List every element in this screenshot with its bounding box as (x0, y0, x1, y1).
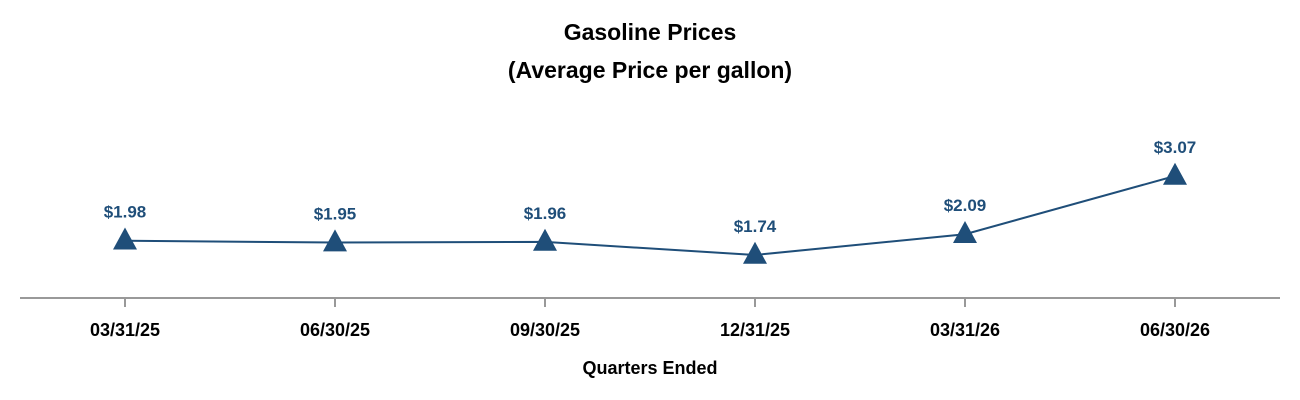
chart-subtitle: (Average Price per gallon) (508, 57, 792, 83)
data-point (323, 229, 347, 252)
data-point (533, 228, 557, 251)
x-tick-label: 06/30/26 (1140, 320, 1210, 340)
x-tick-label: 12/31/25 (720, 320, 790, 340)
series-line (124, 175, 1176, 257)
plot-area: 03/31/25 06/30/25 09/30/25 12/31/25 03/31/26… (20, 138, 1280, 340)
data-point (113, 227, 137, 250)
data-label: $3.07 (1154, 138, 1197, 157)
data-point (743, 241, 767, 264)
x-tick-label: 03/31/25 (90, 320, 160, 340)
data-point (953, 221, 977, 244)
chart-title: Gasoline Prices (564, 19, 737, 45)
x-tick-label: 09/30/25 (510, 320, 580, 340)
x-tick-label: 03/31/26 (930, 320, 1000, 340)
data-label: $1.95 (314, 205, 357, 224)
data-label: $1.74 (734, 217, 777, 236)
data-point (1163, 162, 1187, 185)
data-label: $2.09 (944, 196, 987, 215)
data-label: $1.96 (524, 204, 567, 223)
x-tick-label: 06/30/25 (300, 320, 370, 340)
data-label: $1.98 (104, 203, 147, 222)
x-axis-label: Quarters Ended (582, 358, 717, 378)
